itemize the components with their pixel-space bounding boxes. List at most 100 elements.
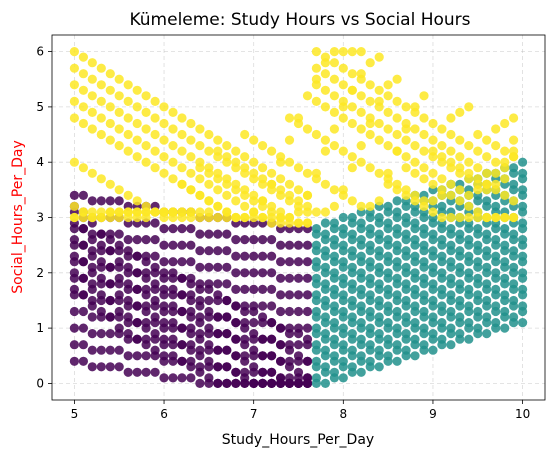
cluster-2-point [284,135,295,145]
cluster-0-point [87,196,97,206]
cluster-1-point [482,201,492,211]
cluster-0-point [284,306,295,317]
cluster-0-point [78,356,88,366]
cluster-2-point [446,113,456,123]
cluster-0-point [267,334,277,344]
cluster-1-point [356,323,366,333]
cluster-2-point [177,163,187,173]
cluster-2-point [105,179,115,189]
cluster-1-point [356,224,366,234]
cluster-0-point [186,373,196,383]
cluster-1-point [365,345,375,355]
cluster-0-point [204,246,214,256]
cluster-1-point [419,312,429,322]
cluster-0-point [222,279,232,289]
cluster-1-point [401,201,411,211]
cluster-2-point [105,135,115,145]
cluster-0-point [267,235,277,245]
cluster-2-point [87,207,97,217]
cluster-0-point [168,284,178,294]
cluster-0-point [105,362,115,372]
cluster-0-point [78,306,88,317]
cluster-0-point [302,257,313,267]
cluster-0-point [87,268,97,278]
cluster-2-point [329,185,339,195]
cluster-1-point [518,318,528,328]
cluster-2-point [338,63,348,73]
cluster-1-point [518,190,528,200]
cluster-1-point [329,340,339,350]
cluster-1-point [392,295,402,306]
cluster-2-point [401,163,411,173]
cluster-2-point [87,168,97,178]
cluster-2-point [293,207,304,217]
cluster-1-point [419,345,429,355]
cluster-1-point [311,246,321,256]
cluster-1-point [464,240,474,250]
cluster-2-point [508,196,519,206]
cluster-2-point [482,179,492,189]
cluster-1-point [320,301,330,311]
cluster-2-point [213,201,223,211]
cluster-2-point [500,212,510,223]
cluster-2-point [401,190,411,200]
cluster-2-point [87,91,97,101]
cluster-2-point [69,113,79,123]
cluster-1-point [383,224,393,234]
cluster-2-point [258,174,268,184]
cluster-2-point [159,102,169,112]
cluster-1-point [491,290,501,300]
cluster-1-point [518,240,528,250]
cluster-2-point [96,207,106,217]
cluster-0-point [195,378,205,388]
cluster-2-point [177,207,187,217]
cluster-0-point [222,345,232,355]
cluster-1-point [437,340,447,350]
cluster-2-point [491,157,501,167]
cluster-1-point [338,295,348,306]
cluster-2-point [347,47,357,57]
cluster-1-point [500,295,510,306]
cluster-2-point [159,118,169,129]
cluster-0-point [267,251,277,261]
cluster-0-point [105,235,115,245]
cluster-0-point [213,378,223,388]
cluster-1-point [455,334,465,344]
cluster-1-point [464,306,474,317]
cluster-2-point [222,207,232,217]
cluster-1-point [446,262,456,272]
x-tick-label: 9 [429,407,437,421]
cluster-1-point [320,218,330,228]
cluster-0-point [123,279,133,289]
cluster-2-point [329,107,339,117]
cluster-1-point [347,235,357,245]
cluster-1-point [473,279,483,289]
cluster-1-point [446,229,456,239]
cluster-0-point [87,362,97,372]
cluster-1-point [356,257,366,267]
cluster-0-point [240,268,250,278]
cluster-2-point [392,74,402,84]
cluster-2-point [383,168,393,178]
cluster-2-point [249,168,259,178]
cluster-1-point [329,224,339,234]
cluster-2-point [356,124,366,134]
cluster-0-point [177,340,187,350]
cluster-0-point [168,257,178,267]
cluster-1-point [383,290,393,300]
cluster-0-point [267,367,277,377]
cluster-0-point [150,367,160,377]
cluster-1-point [365,295,375,306]
cluster-1-point [311,345,321,355]
cluster-2-point [195,141,205,151]
cluster-1-point [365,362,375,372]
cluster-2-point [105,207,115,217]
cluster-2-point [302,168,313,178]
cluster-0-point [302,334,313,344]
cluster-2-point [473,129,483,140]
cluster-2-point [96,96,106,106]
cluster-2-point [365,96,375,106]
cluster-2-point [347,152,357,162]
cluster-0-point [258,284,268,294]
cluster-1-point [311,362,321,372]
